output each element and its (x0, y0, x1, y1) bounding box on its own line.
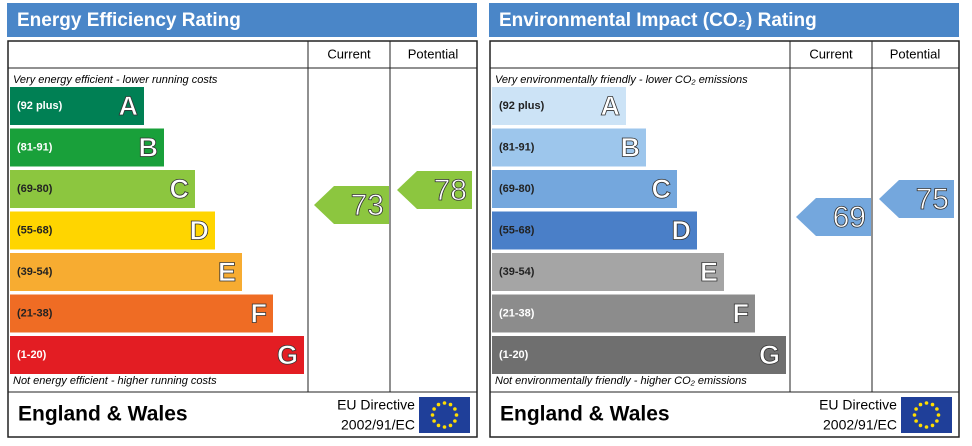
rating-arrow (397, 171, 472, 209)
rating-band (10, 128, 164, 167)
band-range: (69-80) (17, 183, 53, 195)
panel-frame (7, 40, 478, 438)
rating-band (492, 336, 786, 374)
rating-band (492, 128, 646, 167)
rating-band (10, 336, 304, 374)
band-letter: B (139, 133, 159, 163)
flag-star (918, 402, 923, 407)
flag-star (436, 402, 441, 407)
band-range: (92 plus) (17, 100, 63, 112)
flag-star (448, 402, 453, 407)
flag-star (454, 413, 459, 417)
rating-band (492, 87, 626, 125)
rating-band (492, 170, 677, 208)
panel-frame (489, 40, 960, 438)
band-letter: B (621, 133, 641, 163)
bottom-note: Not energy efficient - higher running co… (13, 375, 217, 387)
band-range: (21-38) (17, 307, 53, 319)
band-letter: C (652, 174, 672, 204)
flag-star (935, 407, 939, 411)
rating-arrow (796, 198, 871, 236)
rating-panel: Environmental Impact (CO₂) Rating Current… (489, 3, 960, 438)
band-letter: F (733, 299, 750, 329)
directive: EU Directive (819, 397, 897, 413)
flag-star (432, 407, 436, 411)
flag-star (924, 425, 929, 429)
panel-title: Environmental Impact (CO₂) Rating (499, 10, 817, 31)
band-range: (81-91) (17, 141, 53, 153)
flag-star (914, 419, 918, 423)
band-letter: D (190, 216, 210, 246)
rating-arrow (879, 180, 954, 218)
band-letter: E (700, 257, 718, 287)
band-range: (21-38) (499, 307, 535, 319)
band-range: (55-68) (499, 224, 535, 236)
flag-star (918, 423, 923, 428)
flag-star (935, 419, 939, 423)
top-note: Very environmentally friendly - lower CO… (495, 74, 748, 86)
title-bar (489, 3, 959, 37)
band-range: (39-54) (499, 266, 535, 278)
rating-panel: Energy Efficiency Rating Current Potential… (7, 3, 478, 438)
band-range: (1-20) (17, 349, 47, 361)
flag-star (936, 413, 941, 417)
band-range: (92 plus) (499, 100, 545, 112)
flag-star (453, 407, 457, 411)
flag-star (930, 402, 935, 407)
rating-band (492, 294, 755, 333)
band-range: (55-68) (17, 224, 53, 236)
column-header: Current (809, 46, 853, 61)
band-letter: G (759, 340, 780, 370)
band-range: (1-20) (499, 349, 529, 361)
flag-star (453, 419, 457, 423)
rating-value: 69 (833, 201, 866, 234)
band-range: (39-54) (17, 266, 53, 278)
flag-star (436, 423, 441, 428)
flag-star (930, 423, 935, 428)
rating-arrow (314, 186, 389, 224)
directive-code: 2002/91/EC (341, 417, 415, 433)
band-letter: G (277, 340, 298, 370)
column-header: Current (327, 46, 371, 61)
flag-star (432, 419, 436, 423)
band-letter: E (218, 257, 236, 287)
band-letter: D (672, 216, 692, 246)
rating-band (10, 253, 242, 291)
rating-band (492, 253, 724, 291)
band-letter: F (251, 299, 268, 329)
bottom-note: Not environmentally friendly - higher CO… (495, 375, 747, 387)
rating-band (492, 211, 697, 250)
column-header: Potential (408, 46, 459, 61)
column-header: Potential (890, 46, 941, 61)
rating-band (10, 170, 195, 208)
band-letter: C (170, 174, 190, 204)
band-letter: A (601, 91, 621, 121)
top-note: Very energy efficient - lower running co… (13, 74, 218, 86)
rating-value: 73 (351, 189, 384, 222)
flag-star (912, 413, 917, 417)
flag-star (442, 401, 447, 405)
flag-star (914, 407, 918, 411)
directive-code: 2002/91/EC (823, 417, 897, 433)
title-bar (7, 3, 477, 37)
region: England & Wales (18, 403, 188, 426)
panel-title: Energy Efficiency Rating (17, 10, 241, 31)
region: England & Wales (500, 403, 670, 426)
band-range: (81-91) (499, 141, 535, 153)
rating-band (10, 211, 215, 250)
band-range: (69-80) (499, 183, 535, 195)
flag-star (430, 413, 435, 417)
rating-band (10, 294, 273, 333)
rating-value: 75 (916, 183, 949, 216)
flag-star (442, 425, 447, 429)
flag-star (448, 423, 453, 428)
band-letter: A (119, 91, 139, 121)
rating-band (10, 87, 144, 125)
rating-value: 78 (434, 174, 467, 207)
flag-star (924, 401, 929, 405)
directive: EU Directive (337, 397, 415, 413)
